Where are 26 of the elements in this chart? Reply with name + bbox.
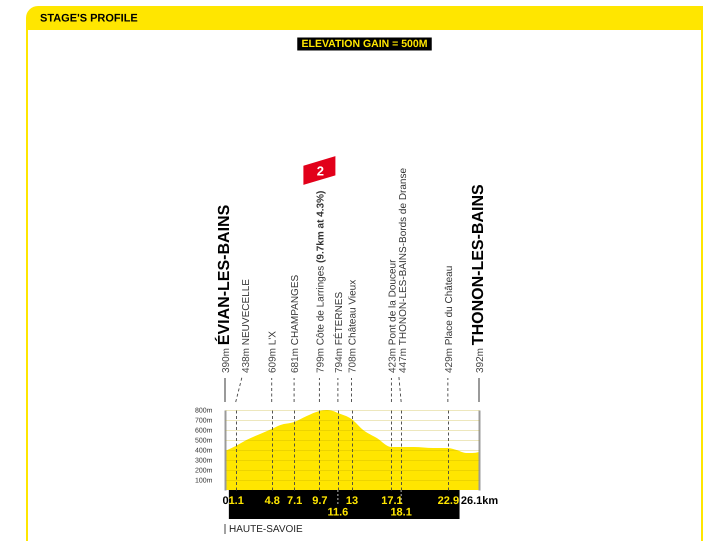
text: 609m L'X [268,330,279,373]
x-tick-label: 7.1 [286,495,302,507]
text: STAGE'S PROFILE [40,12,138,24]
chart-subtitle: ELEVATION GAIN = 500M [302,38,428,50]
text: 794m FÉTERNES [332,292,345,373]
x-tick-label: 17.1 [381,495,403,507]
annotation: 18.1 [390,506,412,518]
text: 447m THONON-LES-BAINS-Bords de Dranse [398,168,409,373]
x-tick-label: 22.9 [438,495,460,507]
text: 429m Place du Château [444,266,455,373]
text: 423m Pont de la Douceur [387,258,398,373]
x-tick-label: 26.1km [460,495,498,507]
text: HAUTE-SAVOIE [229,524,304,535]
x-tick-label: 0 [222,495,229,507]
text: 390m ÉVIAN-LES-BAINS [214,204,233,373]
x-tick-label: 9.7 [312,495,328,507]
text: 438m NEUVECELLE [241,278,252,373]
text: 799m Côte de Larringes (9.7km at 4.3%) [315,190,326,373]
annotation: 11.6 [327,506,348,518]
text: 681m CHAMPANGES [290,274,302,373]
text: 708m Château Vieux [348,280,359,373]
text: 392m THONON-LES-BAINS [470,184,487,373]
x-tick-label: 1.1 [228,495,244,507]
x-tick-label: 4.8 [264,495,280,507]
x-tick-label: 13 [346,495,358,507]
text: 2 [316,164,324,179]
